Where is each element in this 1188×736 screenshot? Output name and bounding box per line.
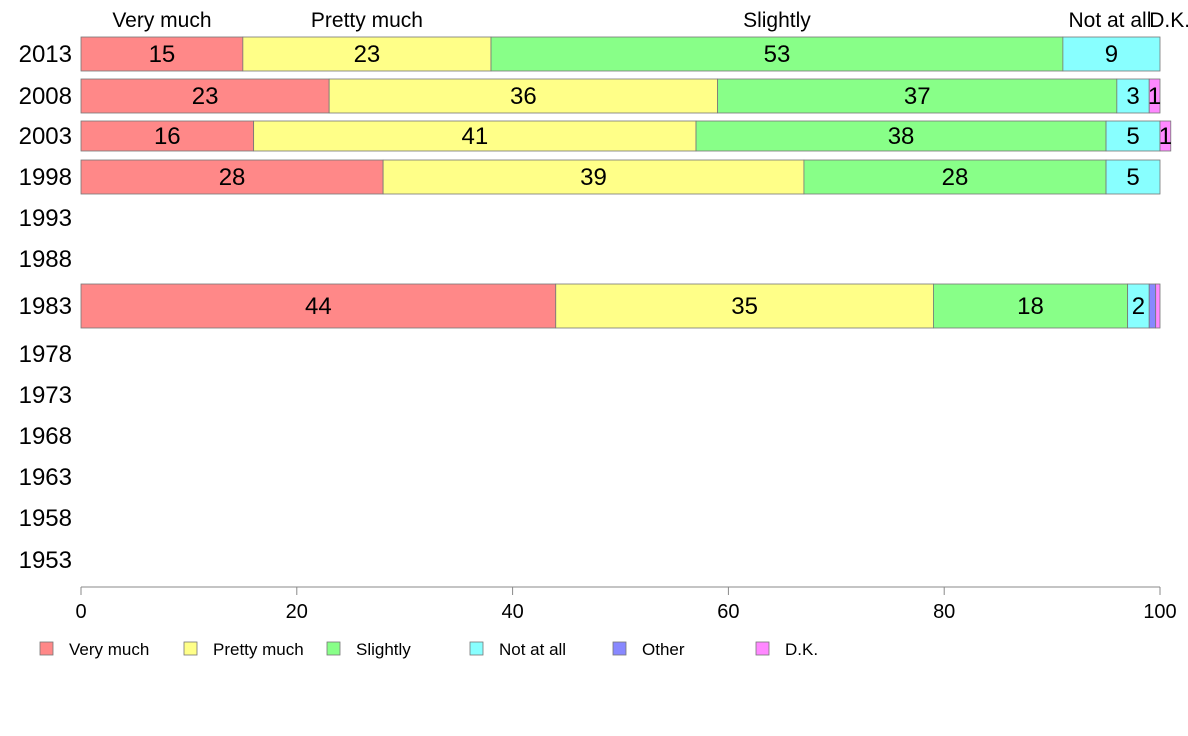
column-header-3: Not at all bbox=[1068, 9, 1151, 32]
bar-2013-pretty-much bbox=[242, 36, 492, 72]
legend-label-very-much: Very much bbox=[69, 640, 149, 659]
bar-1983-d-k bbox=[1155, 283, 1161, 329]
bar-2003-d-k bbox=[1159, 120, 1172, 152]
y-axis-labels: 2013 2008 2003 1998 1993 1988 1983 1978 1973 1968… bbox=[19, 41, 72, 574]
legend-swatch-not-at-all bbox=[469, 641, 484, 656]
data-label-1998-2: 28 bbox=[942, 164, 969, 191]
legend-label-not-at-all: Not at all bbox=[499, 640, 566, 659]
data-label-1983-0: 44 bbox=[305, 293, 332, 320]
bar-1983-very-much bbox=[80, 283, 557, 329]
bar-2013-not-at-all bbox=[1062, 36, 1161, 72]
data-label-2003-0: 16 bbox=[154, 123, 181, 150]
data-label-2008-0: 23 bbox=[192, 83, 219, 110]
y-tick-label-1978: 1978 bbox=[19, 341, 72, 368]
bar-1998-very-much bbox=[80, 159, 384, 195]
data-label-2003-2: 38 bbox=[888, 123, 915, 150]
x-tick-label-0: 0 bbox=[75, 601, 86, 623]
bar-2003-pretty-much bbox=[253, 120, 697, 152]
bar-2008-pretty-much bbox=[328, 78, 719, 114]
data-label-1983-3: 2 bbox=[1132, 293, 1145, 320]
y-tick-label-1968: 1968 bbox=[19, 423, 72, 450]
bar-2003-very-much bbox=[80, 120, 255, 152]
data-label-1998-3: 5 bbox=[1126, 164, 1139, 191]
bar-1983-slightly bbox=[933, 283, 1129, 329]
bar-2013-slightly bbox=[490, 36, 1064, 72]
y-tick-label-1973: 1973 bbox=[19, 382, 72, 409]
data-label-1998-1: 39 bbox=[580, 164, 607, 191]
bar-1983-pretty-much bbox=[555, 283, 934, 329]
y-tick-label-1993: 1993 bbox=[19, 205, 72, 232]
data-label-2013-1: 23 bbox=[354, 41, 381, 68]
bar-1998-slightly bbox=[803, 159, 1107, 195]
legend-swatch-pretty-much bbox=[183, 641, 198, 656]
column-header-2: Slightly bbox=[743, 9, 811, 32]
y-tick-label-2003: 2003 bbox=[19, 123, 72, 150]
data-label-2013-2: 53 bbox=[764, 41, 791, 68]
data-label-2013-3: 9 bbox=[1105, 41, 1118, 68]
legend-swatch-d-k bbox=[755, 641, 770, 656]
legend-swatch-slightly bbox=[326, 641, 341, 656]
legend-label-pretty-much: Pretty much bbox=[213, 640, 304, 659]
bar-2008-very-much bbox=[80, 78, 330, 114]
y-tick-label-1963: 1963 bbox=[19, 464, 72, 491]
y-tick-label-1998: 1998 bbox=[19, 164, 72, 191]
x-tick-label-40: 40 bbox=[501, 601, 523, 623]
data-label-2008-1: 36 bbox=[510, 83, 537, 110]
y-tick-label-2013: 2013 bbox=[19, 41, 72, 68]
data-label-2003-5: 1 bbox=[1159, 123, 1172, 150]
bar-2003-not-at-all bbox=[1105, 120, 1161, 152]
column-header-1: Pretty much bbox=[311, 9, 423, 32]
legend: Very much Pretty much Slightly Not at all Ot… bbox=[39, 640, 818, 659]
data-label-2003-1: 41 bbox=[461, 123, 488, 150]
data-label-2003-3: 5 bbox=[1126, 123, 1139, 150]
data-label-2008-3: 3 bbox=[1126, 83, 1139, 110]
data-label-2008-2: 37 bbox=[904, 83, 931, 110]
data-label-2008-5: 1 bbox=[1148, 83, 1161, 110]
x-tick-label-80: 80 bbox=[933, 601, 955, 623]
bar-1998-pretty-much bbox=[382, 159, 805, 195]
y-tick-label-2008: 2008 bbox=[19, 83, 72, 110]
column-header-4: D.K. bbox=[1149, 9, 1188, 32]
x-tick-label-20: 20 bbox=[286, 601, 308, 623]
column-header-0: Very much bbox=[112, 9, 211, 32]
bar-2008-d-k bbox=[1148, 78, 1161, 114]
data-label-2013-0: 15 bbox=[149, 41, 176, 68]
y-tick-label-1958: 1958 bbox=[19, 505, 72, 532]
bar-1983-other bbox=[1148, 283, 1157, 329]
data-label-1983-2: 18 bbox=[1017, 293, 1044, 320]
bar-2008-not-at-all bbox=[1116, 78, 1150, 114]
legend-label-other: Other bbox=[642, 640, 685, 659]
bar-2013-very-much bbox=[80, 36, 244, 72]
bars: 15 23 53 923 36 37 3 116 41 38 5 128 39 28 544 35 18 2 bbox=[80, 36, 1172, 329]
legend-swatch-other bbox=[612, 641, 627, 656]
bar-2003-slightly bbox=[695, 120, 1107, 152]
legend-swatch-very-much bbox=[39, 641, 54, 656]
y-tick-label-1988: 1988 bbox=[19, 246, 72, 273]
bar-2008-slightly bbox=[717, 78, 1118, 114]
top-labels: Very much Pretty much Slightly Not at allD.… bbox=[112, 9, 1188, 32]
data-label-1983-1: 35 bbox=[731, 293, 758, 320]
legend-label-d-k: D.K. bbox=[785, 640, 818, 659]
y-tick-label-1983: 1983 bbox=[19, 293, 72, 320]
legend-label-slightly: Slightly bbox=[356, 640, 411, 659]
x-tick-label-100: 100 bbox=[1143, 601, 1176, 623]
x-axis: 0 20 40 60 80 100 bbox=[75, 586, 1177, 623]
data-label-1998-0: 28 bbox=[219, 164, 246, 191]
y-tick-label-1953: 1953 bbox=[19, 547, 72, 574]
x-tick-label-60: 60 bbox=[717, 601, 739, 623]
bar-1998-not-at-all bbox=[1105, 159, 1161, 195]
